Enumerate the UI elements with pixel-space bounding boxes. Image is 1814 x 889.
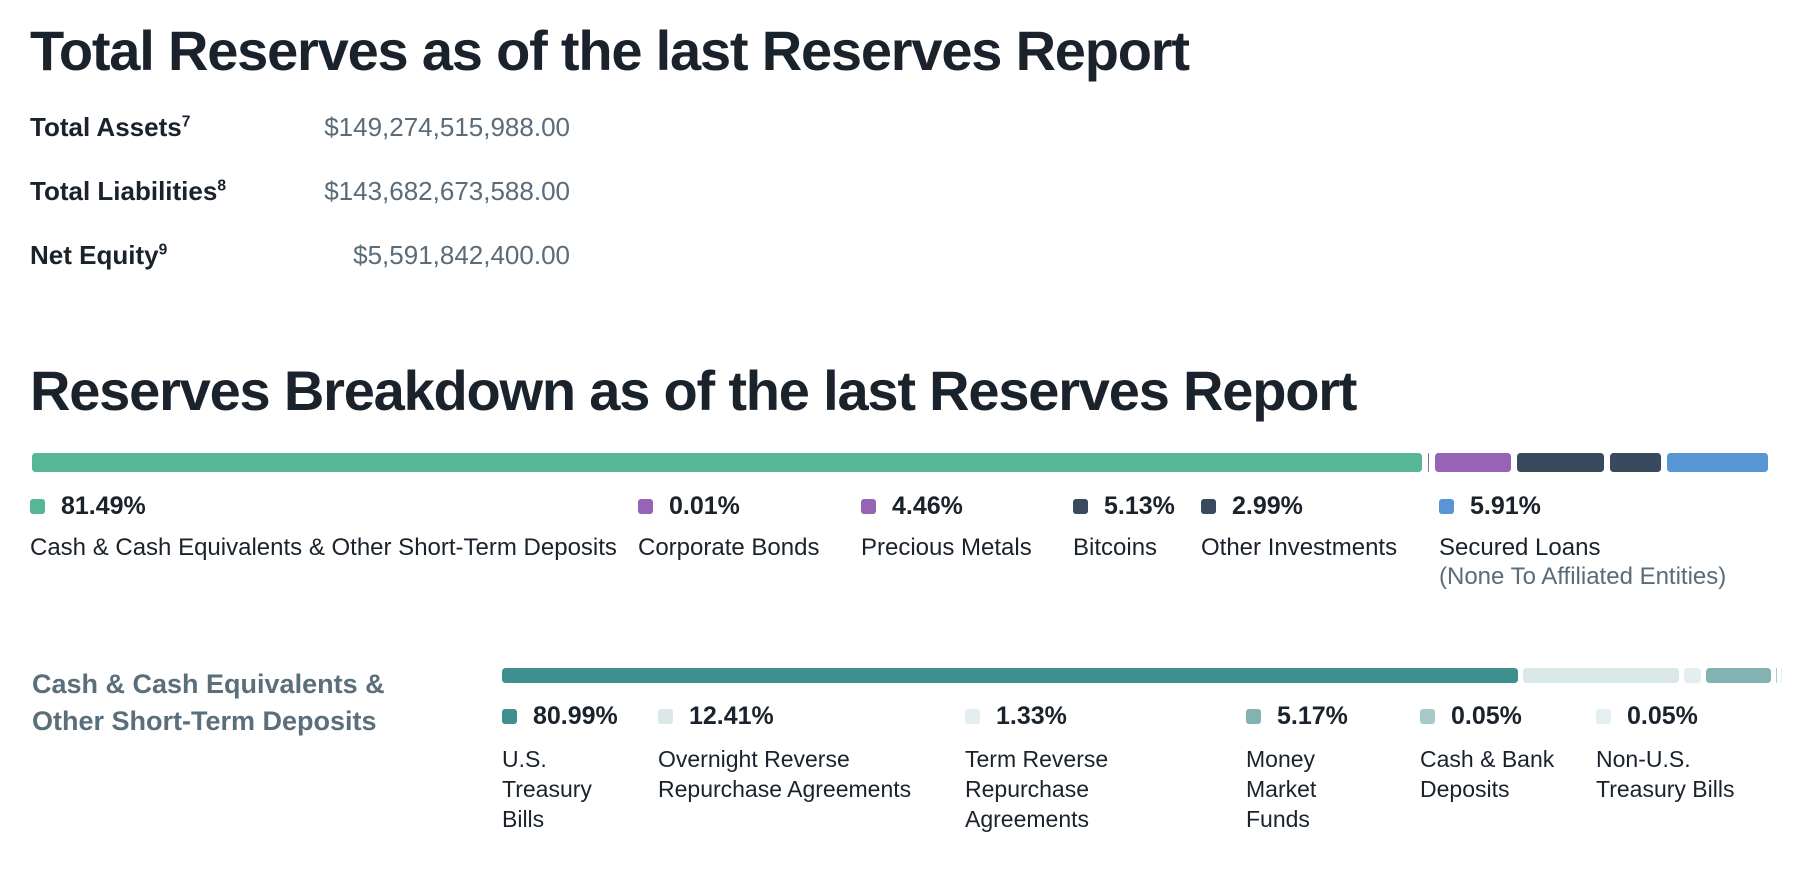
- legend-head: 0.05%: [1596, 702, 1768, 730]
- footnote-marker: 7: [181, 113, 191, 131]
- legend-head: 5.17%: [1246, 702, 1348, 730]
- legend-swatch: [1596, 708, 1611, 724]
- footnote-marker: 8: [217, 177, 227, 195]
- legend-label: Secured Loans: [1439, 534, 1601, 561]
- cash-breakdown-title: Cash & Cash Equivalents & Other Short-Te…: [32, 669, 385, 736]
- legend-percent: 5.91%: [1470, 492, 1541, 520]
- bar-segment-cash-equivalents[interactable]: [32, 453, 1423, 472]
- legend-label: Corporate Bonds: [638, 534, 820, 561]
- table-row-total-liabilities: Total Liabilities8 $143,682,673,588.00: [30, 174, 570, 208]
- legend-swatch: [1439, 498, 1454, 514]
- bar-segment-other-investments[interactable]: [1610, 453, 1662, 472]
- legend-percent: 12.41%: [689, 702, 774, 730]
- legend-label: Term Reverse Repurchase Agreements: [965, 746, 1109, 832]
- bar-segment-precious-metals[interactable]: [1434, 453, 1511, 472]
- legend-item-cash-bank-deposits: 0.05% Cash & Bank Deposits: [1420, 702, 1578, 804]
- legend-head: 5.91%: [1439, 492, 1726, 520]
- legend-swatch: [502, 708, 517, 724]
- table-row-net-equity: Net Equity9 $5,591,842,400.00: [30, 238, 570, 272]
- legend-swatch: [861, 498, 876, 514]
- asset-label: Total Liabilities8: [30, 174, 226, 208]
- reserves-breakdown-stacked-bar: [32, 453, 1768, 472]
- legend-head: 5.13%: [1073, 492, 1175, 520]
- legend-percent: 81.49%: [61, 492, 146, 520]
- legend-label: Non-U.S. Treasury Bills: [1596, 746, 1735, 802]
- legend-item-term-reverse-repo: 1.33% Term Reverse Repurchase Agreements: [965, 702, 1135, 834]
- legend-item-precious-metals: 4.46% Precious Metals: [861, 492, 1032, 563]
- legend-label: Precious Metals: [861, 534, 1032, 561]
- asset-label: Total Assets7: [30, 110, 190, 144]
- bar-segment-bitcoins[interactable]: [1516, 453, 1605, 472]
- legend-swatch: [30, 498, 45, 514]
- legend-head: 0.01%: [638, 492, 819, 520]
- legend-head: 80.99%: [502, 702, 618, 730]
- footnote-marker: 9: [158, 241, 168, 259]
- legend-head: 1.33%: [965, 702, 1135, 730]
- asset-label: Net Equity9: [30, 238, 167, 272]
- legend-item-non-us-treasury-bills: 0.05% Non-U.S. Treasury Bills: [1596, 702, 1768, 804]
- legend-label: Other Investments: [1201, 534, 1398, 561]
- reserves-breakdown-title: Reserves Breakdown as of the last Reserv…: [30, 359, 1357, 422]
- asset-label-text: Total Assets: [30, 112, 182, 142]
- legend-item-money-market-funds: 5.17% Money Market Funds: [1246, 702, 1348, 834]
- legend-swatch: [638, 498, 653, 514]
- legend-item-secured-loans: 5.91% Secured Loans (None To Affiliated …: [1439, 492, 1726, 591]
- legend-swatch: [1073, 498, 1088, 514]
- legend-head: 0.05%: [1420, 702, 1578, 730]
- legend-percent: 0.01%: [669, 492, 740, 520]
- legend-item-corporate-bonds: 0.01% Corporate Bonds: [638, 492, 819, 563]
- legend-head: 2.99%: [1201, 492, 1397, 520]
- legend-head: 12.41%: [658, 702, 926, 730]
- legend-percent: 0.05%: [1451, 702, 1522, 730]
- asset-value: $149,274,515,988.00: [324, 112, 570, 142]
- legend-percent: 0.05%: [1627, 702, 1698, 730]
- bar-segment-non-us-treasury-bills[interactable]: [1781, 668, 1782, 683]
- asset-value: $143,682,673,588.00: [324, 176, 570, 206]
- legend-label: U.S. Treasury Bills: [502, 746, 592, 832]
- legend-head: 81.49%: [30, 492, 617, 520]
- legend-swatch: [1201, 498, 1216, 514]
- bar-segment-us-treasury-bills[interactable]: [502, 668, 1519, 683]
- legend-percent: 2.99%: [1232, 492, 1303, 520]
- legend-item-overnight-reverse-repo: 12.41% Overnight Reverse Repurchase Agre…: [658, 702, 926, 804]
- legend-sublabel: (None To Affiliated Entities): [1439, 563, 1727, 590]
- cash-breakdown-stacked-bar: [502, 668, 1782, 683]
- legend-swatch: [1246, 708, 1261, 724]
- bar-segment-term-reverse-repo[interactable]: [1684, 668, 1701, 683]
- legend-label: Overnight Reverse Repurchase Agreements: [658, 746, 912, 802]
- legend-label: Money Market Funds: [1246, 746, 1317, 832]
- legend-percent: 4.46%: [892, 492, 963, 520]
- asset-label-text: Net Equity: [30, 240, 159, 270]
- legend-swatch: [658, 708, 673, 724]
- bar-segment-cash-bank-deposits[interactable]: [1775, 668, 1777, 683]
- bar-segment-overnight-reverse-repo[interactable]: [1523, 668, 1680, 683]
- asset-label-text: Total Liabilities: [30, 176, 218, 206]
- legend-percent: 80.99%: [533, 702, 618, 730]
- bar-segment-money-market-funds[interactable]: [1705, 668, 1771, 683]
- legend-percent: 5.17%: [1277, 702, 1348, 730]
- legend-label: Cash & Bank Deposits: [1420, 746, 1555, 802]
- legend-percent: 5.13%: [1104, 492, 1175, 520]
- asset-value: $5,591,842,400.00: [353, 240, 570, 270]
- legend-label: Cash & Cash Equivalents & Other Short-Te…: [30, 534, 617, 561]
- total-reserves-title: Total Reserves as of the last Reserves R…: [30, 19, 1190, 82]
- legend-percent: 1.33%: [996, 702, 1067, 730]
- legend-swatch: [965, 708, 980, 724]
- legend-head: 4.46%: [861, 492, 1032, 520]
- legend-swatch: [1420, 708, 1435, 724]
- legend-item-other-investments: 2.99% Other Investments: [1201, 492, 1397, 563]
- legend-item-bitcoins: 5.13% Bitcoins: [1073, 492, 1175, 563]
- legend-label: Bitcoins: [1073, 534, 1158, 561]
- bar-segment-secured-loans[interactable]: [1667, 453, 1768, 472]
- table-row-total-assets: Total Assets7 $149,274,515,988.00: [30, 110, 570, 144]
- legend-item-cash-equivalents: 81.49% Cash & Cash Equivalents & Other S…: [30, 492, 617, 563]
- legend-item-us-treasury-bills: 80.99% U.S. Treasury Bills: [502, 702, 618, 834]
